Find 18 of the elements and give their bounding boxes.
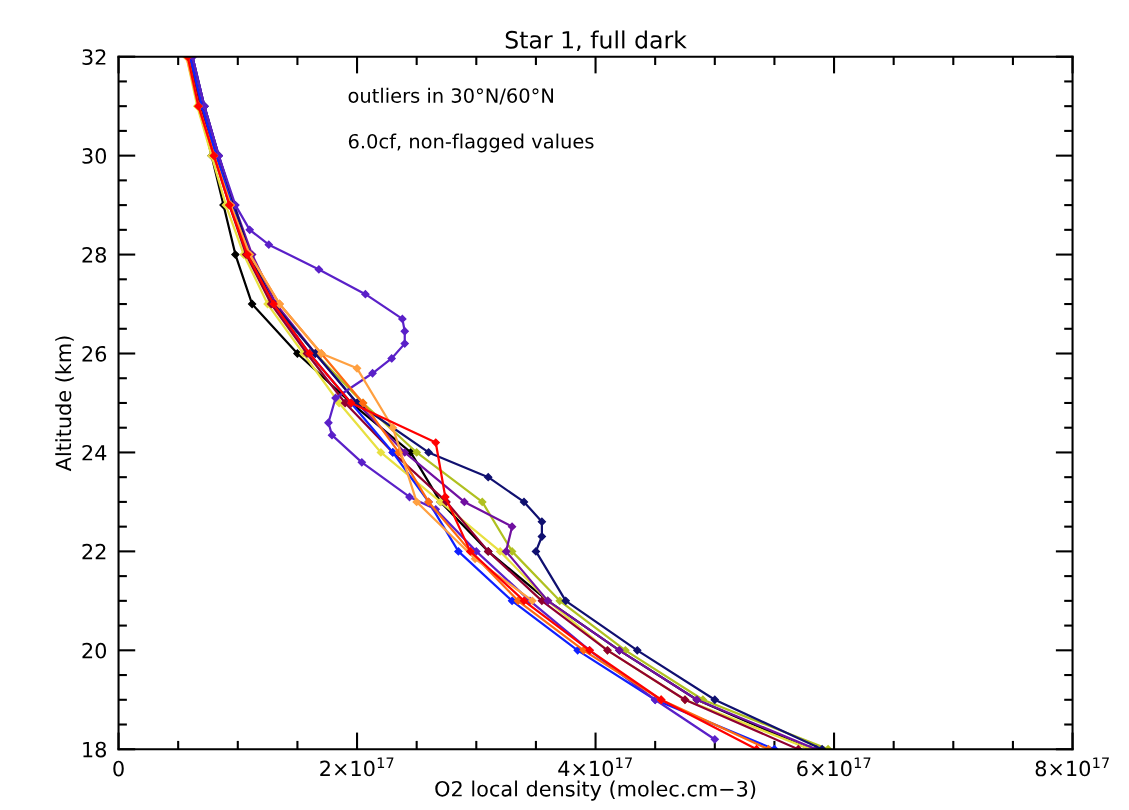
chart-title: Star 1, full dark [505,30,687,52]
x-tick-label: 4×10$^{17}$ [558,757,632,777]
y-axis-title: Altitude (km) [55,336,74,472]
y-tick-label: 26 [82,345,107,362]
y-tick-label: 20 [82,642,107,659]
x-tick-label: 2×10$^{17}$ [320,757,394,777]
y-tick-label: 22 [82,543,106,560]
annotation: outliers in 30°N/60°N [348,87,553,105]
x-axis-title: O2 local density (molec.cm−3) [435,780,756,801]
y-tick-label: 18 [83,741,107,758]
annotation: 6.0cf, non-flagged values [348,133,594,153]
x-tick-label: 6×10$^{17}$ [797,757,871,777]
y-tick-label: 30 [82,148,107,164]
y-tick-label: 32 [82,49,106,65]
x-tick-label: 0 [113,760,124,777]
y-tick-label: 24 [82,444,107,461]
y-tick-label: 28 [82,247,107,263]
x-tick-label: 8×10$^{17}$ [1035,757,1109,777]
